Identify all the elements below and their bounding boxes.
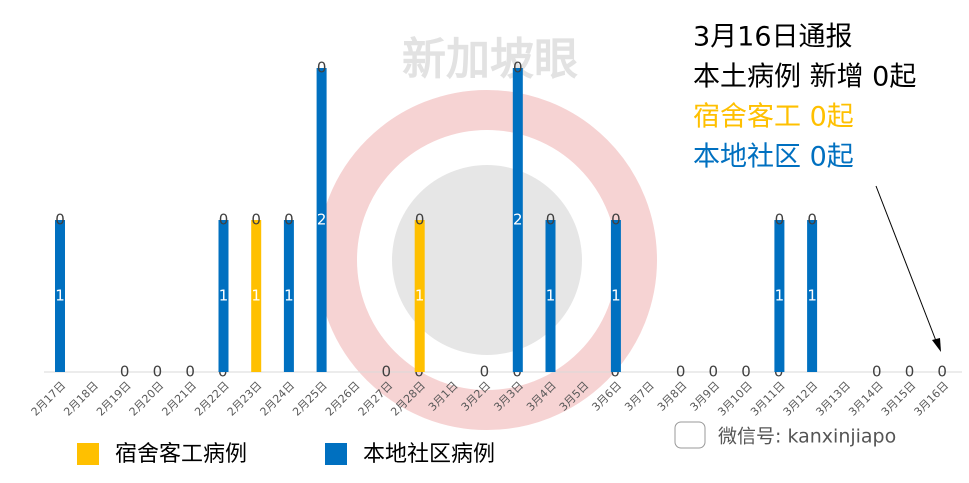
value-label: 0 (251, 211, 261, 229)
x-tick-label: 2月17日 (29, 379, 69, 419)
x-tick-label: 3月11日 (748, 379, 788, 419)
value-label: 0 (415, 211, 425, 229)
legend-label: 宿舍客工病例 (115, 442, 247, 467)
watermark-ring (317, 90, 657, 430)
annotation: 宿舍客工 0起 (693, 102, 854, 133)
value-label: 0 (513, 59, 523, 77)
bar (774, 220, 785, 372)
value-label: 0 (741, 363, 751, 381)
wechat-icon (674, 421, 706, 449)
bar (414, 220, 425, 372)
value-label: 1 (775, 287, 785, 305)
watermark: 新加坡眼 (402, 34, 578, 85)
watermark-disc (392, 165, 582, 355)
x-tick-label: 2月18日 (61, 379, 101, 419)
x-tick-label: 2月25日 (290, 379, 330, 419)
bar (512, 68, 523, 372)
annotation: 本土病例 新增 0起 (693, 62, 916, 93)
x-tick-label: 2月22日 (192, 379, 232, 419)
annotation: 本地社区 0起 (693, 142, 854, 173)
x-tick-label: 2月21日 (159, 379, 199, 419)
value-label: 1 (415, 287, 425, 305)
x-tick-label: 3月14日 (846, 379, 886, 419)
value-label: 2 (513, 211, 523, 229)
value-label: 0 (775, 211, 785, 229)
value-label: 0 (905, 363, 915, 381)
value-label: 0 (185, 363, 195, 381)
x-tick-label: 2月19日 (94, 379, 134, 419)
annotation-arrow (875, 185, 939, 347)
value-label: 1 (219, 287, 229, 305)
value-label: 0 (937, 363, 947, 381)
x-tick-label: 3月8日 (655, 379, 690, 414)
value-label: 0 (382, 363, 392, 381)
arrow-head (932, 338, 941, 352)
legend-swatch (77, 443, 99, 465)
value-label: 1 (611, 287, 621, 305)
value-label: 0 (546, 211, 556, 229)
bar (283, 220, 294, 372)
bar (610, 220, 621, 372)
value-label: 1 (546, 287, 556, 305)
value-label: 0 (55, 211, 65, 229)
legend-swatch (325, 443, 347, 465)
value-label: 0 (872, 363, 882, 381)
value-label: 1 (251, 287, 261, 305)
x-tick-label: 3月13日 (813, 379, 853, 419)
bar (218, 220, 229, 372)
value-label: 0 (480, 363, 490, 381)
annotation: 3月16日通报 (693, 22, 853, 53)
value-label: 0 (317, 59, 327, 77)
value-label: 1 (284, 287, 294, 305)
x-tick-label: 2月23日 (225, 379, 265, 419)
bar (545, 220, 556, 372)
value-label: 0 (219, 211, 229, 229)
value-label: 0 (120, 363, 130, 381)
value-label: 0 (709, 363, 719, 381)
bar (251, 220, 262, 372)
bar (55, 220, 65, 372)
x-tick-label: 3月12日 (781, 379, 821, 419)
value-label: 0 (284, 211, 294, 229)
bar (807, 220, 818, 372)
value-label: 0 (676, 363, 686, 381)
value-label: 0 (807, 211, 817, 229)
value-label: 1 (807, 287, 817, 305)
value-label: 0 (611, 211, 621, 229)
x-tick-label: 3月15日 (879, 379, 919, 419)
value-label: 2 (317, 211, 327, 229)
x-tick-label: 3月16日 (912, 379, 952, 419)
x-tick-label: 3月7日 (622, 379, 657, 414)
bar (316, 68, 327, 372)
legend-label: 本地社区病例 (363, 442, 495, 467)
x-tick-label: 2月20日 (127, 379, 167, 419)
x-tick-label: 2月26日 (323, 379, 363, 419)
value-label: 1 (55, 287, 65, 305)
x-tick-label: 3月10日 (715, 379, 755, 419)
credit: 微信号: kanxinjiapo (718, 426, 896, 448)
x-tick-label: 2月24日 (258, 379, 298, 419)
value-label: 0 (153, 363, 163, 381)
